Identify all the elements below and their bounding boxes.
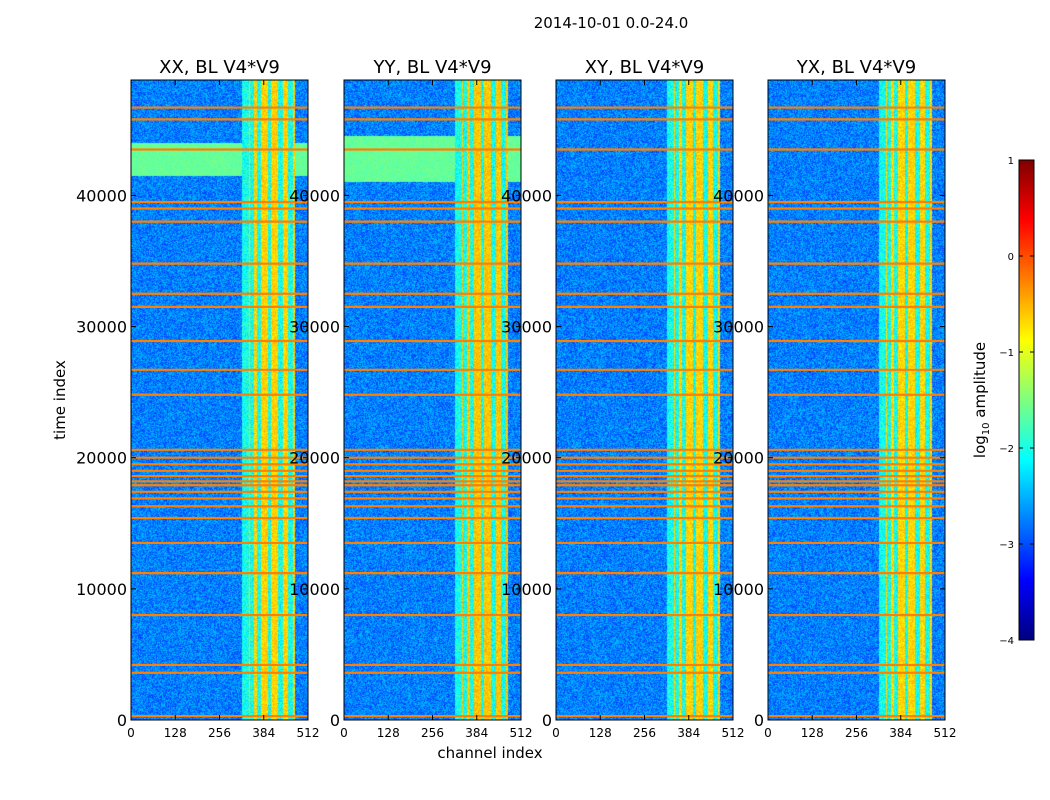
colorbar-tick-label: −4 <box>999 636 1014 647</box>
panel-title: XX, BL V4*V9 <box>159 57 280 78</box>
heatmap-raster <box>344 80 521 720</box>
x-tick-label: 128 <box>589 726 612 740</box>
x-tick-label: 256 <box>208 726 231 740</box>
panel-1: YY, BL V4*V9 0 128 256 384 512 0 10000 20000 3000… <box>289 57 532 740</box>
x-tick-label: 0 <box>764 726 772 740</box>
x-tick-label: 512 <box>297 726 320 740</box>
colorbar-tick-label: 1 <box>1008 156 1014 167</box>
y-tick-label: 40000 <box>501 186 552 205</box>
heatmap-raster <box>131 80 308 720</box>
heatmap-raster <box>556 80 733 720</box>
y-tick-label: 20000 <box>501 449 552 468</box>
x-tick-label: 128 <box>377 726 400 740</box>
y-axis-label: time index <box>51 360 69 440</box>
y-tick-label: 30000 <box>713 318 764 337</box>
colorbar-label-log: log <box>971 435 989 458</box>
panel-2: XY, BL V4*V9 0 128 256 384 512 0 10000 20000 3000… <box>501 57 744 740</box>
x-tick-label: 256 <box>633 726 656 740</box>
x-axis-label: channel index <box>437 744 542 762</box>
panel-3: YX, BL V4*V9 0 128 256 384 512 0 10000 20000 3000… <box>713 57 956 740</box>
panel-0: XX, BL V4*V9 0 128 256 384 512 0 10000 20000 3000… <box>76 57 319 740</box>
y-tick-label: 30000 <box>76 318 127 337</box>
x-tick-label: 128 <box>164 726 187 740</box>
x-tick-label: 384 <box>889 726 912 740</box>
y-tick-label: 10000 <box>76 580 127 599</box>
x-tick-label: 512 <box>722 726 745 740</box>
y-tick-label: 0 <box>117 711 127 730</box>
x-tick-label: 0 <box>127 726 135 740</box>
colorbar: log10 amplitude −4 −3 −2 −1 0 1 <box>971 156 1035 647</box>
colorbar-tick-label: 0 <box>1008 252 1014 263</box>
x-tick-label: 512 <box>510 726 533 740</box>
y-tick-label: 10000 <box>713 580 764 599</box>
panel-title: YX, BL V4*V9 <box>796 57 916 78</box>
panel-title: XY, BL V4*V9 <box>585 57 704 78</box>
y-tick-label: 10000 <box>289 580 340 599</box>
y-tick-label: 20000 <box>289 449 340 468</box>
y-tick-label: 20000 <box>713 449 764 468</box>
y-tick-label: 40000 <box>713 186 764 205</box>
x-tick-label: 512 <box>934 726 957 740</box>
y-tick-label: 30000 <box>501 318 552 337</box>
y-tick-label: 40000 <box>76 186 127 205</box>
x-tick-label: 256 <box>845 726 868 740</box>
y-tick-label: 30000 <box>289 318 340 337</box>
y-tick-label: 20000 <box>76 449 127 468</box>
panel-title: YY, BL V4*V9 <box>372 57 491 78</box>
x-tick-label: 256 <box>421 726 444 740</box>
y-tick-label: 10000 <box>501 580 552 599</box>
x-tick-label: 128 <box>801 726 824 740</box>
colorbar-label-subscript: 10 <box>981 422 992 435</box>
panels-group: XX, BL V4*V9 0 128 256 384 512 0 10000 20000 3000… <box>76 57 956 740</box>
x-tick-label: 0 <box>552 726 560 740</box>
x-tick-label: 384 <box>252 726 275 740</box>
y-tick-label: 0 <box>330 711 340 730</box>
x-tick-label: 0 <box>340 726 348 740</box>
colorbar-label-amplitude: amplitude <box>971 342 989 423</box>
figure-suptitle: 2014-10-01 0.0-24.0 <box>534 14 689 32</box>
x-tick-label: 384 <box>465 726 488 740</box>
y-tick-label: 40000 <box>289 186 340 205</box>
x-tick-label: 384 <box>677 726 700 740</box>
colorbar-gradient <box>1018 159 1035 641</box>
colorbar-tick-label: −3 <box>999 540 1014 551</box>
colorbar-tick-label: −2 <box>999 444 1014 455</box>
y-tick-label: 0 <box>542 711 552 730</box>
y-tick-label: 0 <box>754 711 764 730</box>
heatmap-raster <box>768 80 945 720</box>
colorbar-tick-label: −1 <box>999 348 1014 359</box>
colorbar-label: log10 amplitude <box>971 342 992 458</box>
